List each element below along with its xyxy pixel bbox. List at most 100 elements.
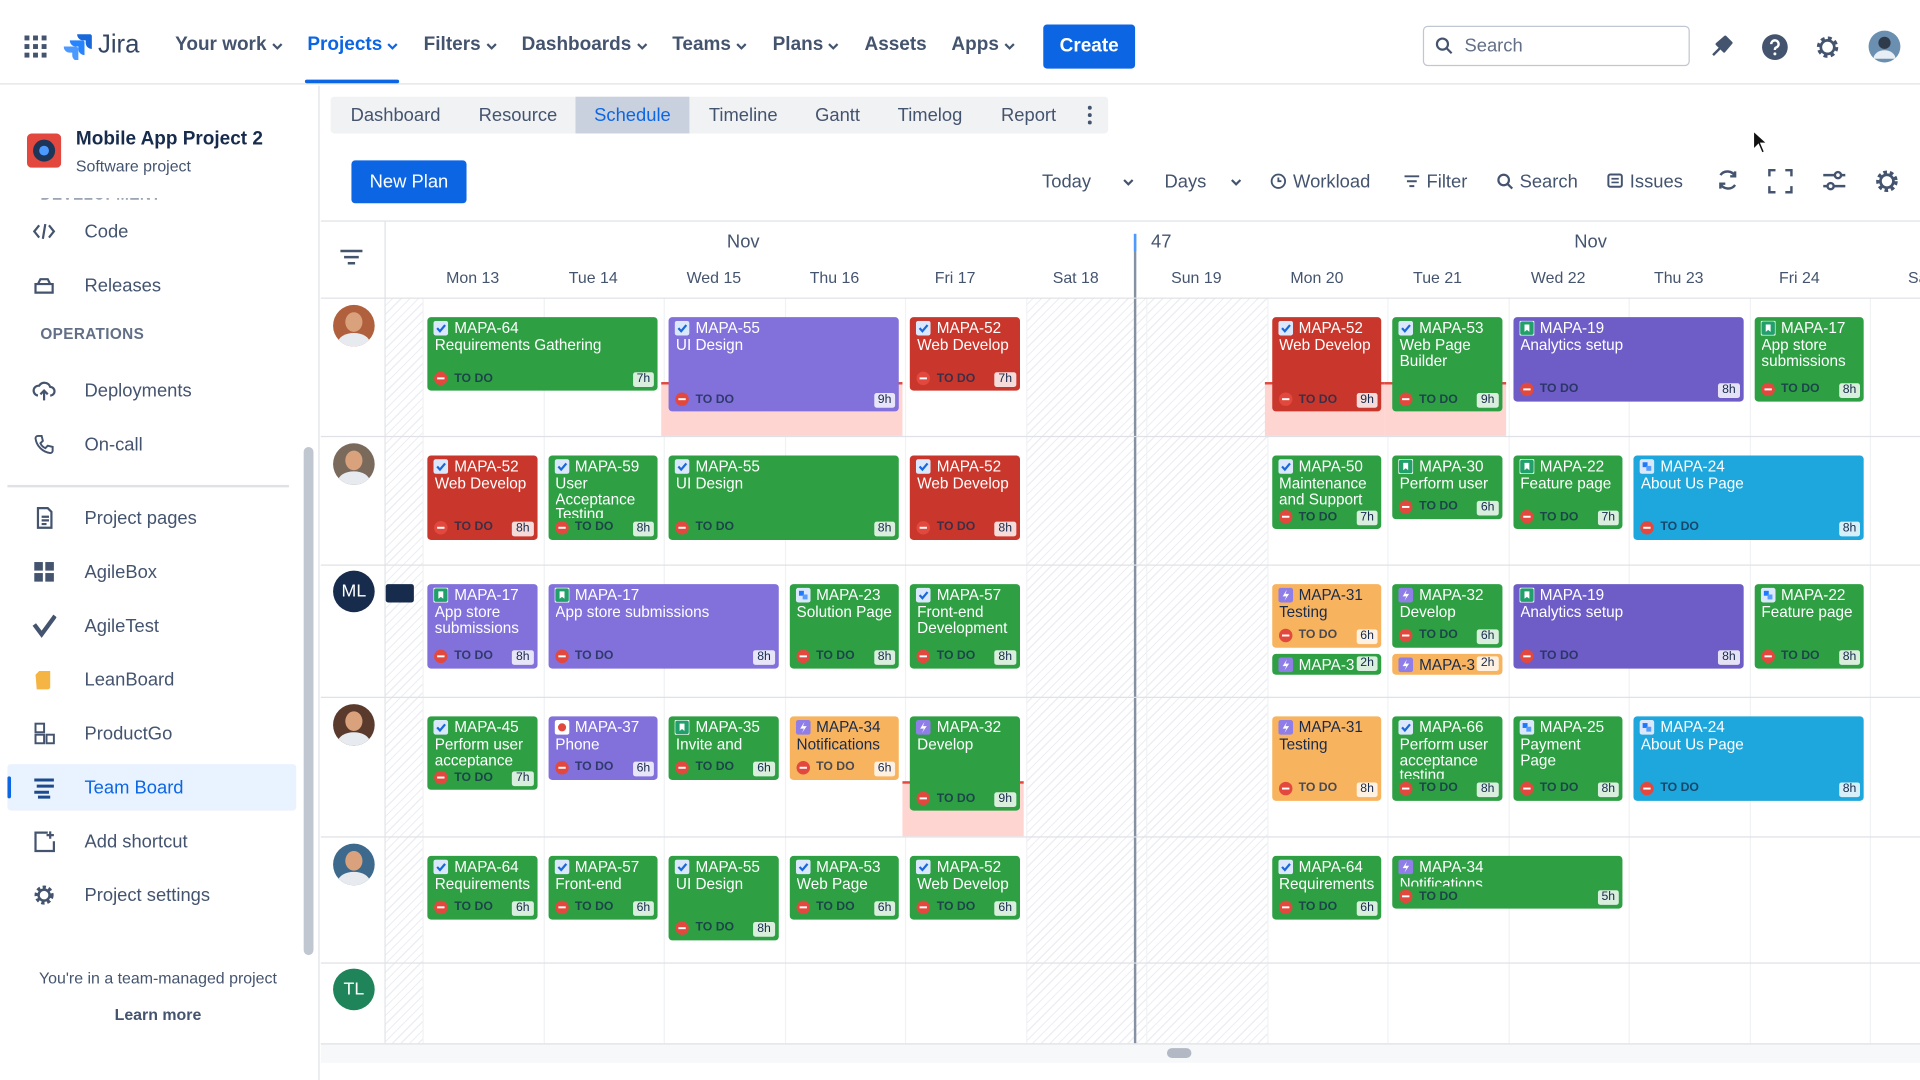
task-card[interactable]: MAPA-24 About Us Page TO DO 8h	[1633, 455, 1864, 540]
sidebar-item[interactable]: Add shortcut	[7, 818, 296, 865]
jira-logo[interactable]	[63, 33, 93, 60]
task-card[interactable]: MAPA-3 2h	[1392, 653, 1502, 675]
sidebar-item[interactable]: AgileTest	[7, 602, 296, 649]
sidebar-scrollbar[interactable]	[303, 446, 314, 956]
task-card[interactable]: MAPA-23 Solution Page TO DO 8h	[789, 584, 899, 669]
task-card[interactable]: MAPA-34 Notifications TO DO 6h	[789, 716, 899, 780]
member-avatar[interactable]	[333, 304, 375, 347]
nav-item[interactable]: Plans	[773, 34, 841, 56]
icon-shape	[24, 44, 30, 49]
app-switcher[interactable]	[24, 35, 47, 59]
task-card[interactable]: MAPA-55 UI Design TO DO 9h	[668, 317, 899, 412]
toolbar-icon-button[interactable]	[1714, 168, 1741, 195]
create-button[interactable]: Create	[1043, 24, 1136, 69]
member-avatar[interactable]: TL	[333, 968, 375, 1011]
nav-item[interactable]: Apps	[951, 34, 1016, 56]
member-avatar[interactable]	[333, 843, 375, 886]
toolbar-icon-button[interactable]	[1821, 168, 1848, 195]
sidebar-item[interactable]: ProductGo	[7, 710, 296, 757]
member-avatar[interactable]: ML	[333, 570, 375, 613]
task-card[interactable]: MAPA-35 Invite and TO DO 6h	[668, 716, 779, 780]
sidebar-item[interactable]: Deployments	[7, 367, 296, 414]
task-card[interactable]: MAPA-31 Testing TO DO 8h	[1271, 716, 1382, 801]
toolbar-issues[interactable]: Issues	[1607, 168, 1683, 195]
task-card[interactable]: MAPA-32 Develop TO DO 9h	[909, 716, 1020, 812]
nav-item[interactable]: Teams	[672, 34, 748, 56]
task-card[interactable]: MAPA-22 Feature page TO DO 7h	[1512, 455, 1623, 530]
sidebar-item[interactable]: Project pages	[7, 495, 296, 542]
task-card[interactable]: MAPA-52 Web Develop TO DO 8h	[427, 455, 537, 540]
task-card[interactable]: MAPA-17 App store submissions TO DO 8h	[1754, 317, 1864, 402]
task-card[interactable]: MAPA-66 Perform user acceptance testing TO…	[1392, 716, 1502, 801]
task-card[interactable]: MAPA-50 Maintenance and Support TO DO 7h	[1271, 455, 1382, 530]
task-card[interactable]: MAPA-64 Requirements Gathering TO DO 7h	[427, 317, 658, 391]
task-card[interactable]: MAPA-52 Web Develop TO DO 8h	[909, 455, 1020, 540]
task-card[interactable]: MAPA-55 UI Design TO DO 8h	[668, 455, 899, 540]
task-card[interactable]: MAPA-37 Phone TO DO 6h	[547, 716, 658, 780]
task-card[interactable]: MAPA-30 Perform user TO DO 6h	[1392, 455, 1502, 519]
h-scroll-thumb[interactable]	[1166, 1048, 1192, 1058]
nav-item[interactable]: Dashboards	[522, 34, 649, 56]
toolbar-search[interactable]: Search	[1496, 168, 1578, 195]
task-card[interactable]: MAPA-25 Payment Page TO DO 8h	[1512, 716, 1623, 801]
sidebar-item[interactable]: LeanBoard	[7, 656, 296, 703]
nav-item[interactable]: Assets	[864, 34, 926, 56]
task-card[interactable]: MAPA-17 App store submissions TO DO 8h	[547, 584, 779, 669]
sidebar-item[interactable]: AgileBox	[7, 549, 296, 596]
tab[interactable]: Timelog	[897, 104, 963, 126]
member-avatar[interactable]	[333, 704, 375, 746]
task-card[interactable]: MAPA-64 Requirements TO DO 6h	[427, 855, 537, 920]
tab-more[interactable]	[1085, 104, 1095, 126]
sidebar-item[interactable]: Team Board	[7, 764, 297, 811]
row-filter[interactable]	[339, 249, 363, 266]
settings[interactable]	[1813, 33, 1841, 61]
learn-more[interactable]: Learn more	[114, 1005, 202, 1024]
sidebar-item[interactable]: Project settings	[7, 872, 296, 919]
task-card[interactable]: MAPA-59 User Acceptance Testing TO DO 8h	[547, 455, 658, 540]
task-card[interactable]: MAPA-45 Perform user acceptance TO DO 7h	[427, 716, 537, 791]
task-card[interactable]: MAPA-19 Analytics setup TO DO 8h	[1512, 317, 1744, 402]
task-card[interactable]: MAPA-53 Web Page TO DO 6h	[789, 855, 899, 920]
nav-item[interactable]: Your work	[175, 34, 284, 56]
toolbar-icon-button[interactable]	[1767, 168, 1794, 195]
task-card[interactable]: MAPA-52 Web Develop TO DO 6h	[909, 855, 1020, 920]
task-card[interactable]: MAPA-57 Front-end TO DO 6h	[547, 855, 658, 920]
tab[interactable]: Schedule	[575, 96, 690, 134]
member-avatar[interactable]	[333, 443, 375, 485]
task-card[interactable]: MAPA-22 Feature page TO DO 8h	[1754, 584, 1864, 669]
toolbar-days[interactable]: Days	[1164, 168, 1243, 195]
help[interactable]	[1761, 33, 1789, 61]
tab[interactable]: Gantt	[815, 104, 861, 126]
task-card[interactable]: MAPA-52 Web Develop TO DO 9h	[1271, 317, 1382, 412]
task-card[interactable]: MAPA-32 Develop TO DO 6h	[1392, 584, 1502, 648]
tab[interactable]: Dashboard	[350, 104, 441, 126]
task-card[interactable]: MAPA-55 UI Design TO DO 8h	[668, 855, 779, 941]
task-card[interactable]: MAPA-53 Web Page Builder TO DO 9h	[1392, 317, 1502, 412]
search-box[interactable]	[1422, 25, 1690, 67]
toolbar-workload[interactable]: Workload	[1270, 168, 1370, 195]
icon-shape	[24, 35, 30, 41]
task-card[interactable]: MAPA-52 Web Develop TO DO 7h	[909, 317, 1020, 391]
sidebar-item[interactable]: Releases	[7, 262, 296, 309]
task-card[interactable]: MAPA-24 About Us Page TO DO 8h	[1633, 716, 1864, 801]
sidebar-item[interactable]: Code	[7, 208, 296, 255]
task-card[interactable]: MAPA-31 Testing TO DO 6h	[1271, 584, 1382, 648]
task-card[interactable]: MAPA-57 Front-end Development TO DO 8h	[909, 584, 1020, 669]
nav-item[interactable]: Filters	[424, 34, 498, 56]
tab[interactable]: Report	[1001, 104, 1057, 126]
task-card[interactable]: MAPA-17 App store submissions TO DO 8h	[427, 584, 537, 669]
new-plan-button[interactable]: New Plan	[351, 160, 467, 204]
sidebar-item[interactable]: On-call	[7, 421, 296, 468]
task-card[interactable]: MAPA-64 Requirements TO DO 6h	[1271, 855, 1382, 920]
toolbar-icon-button[interactable]	[1873, 168, 1900, 195]
user-avatar[interactable]	[1867, 29, 1901, 63]
notifications[interactable]	[1708, 33, 1735, 60]
tab[interactable]: Resource	[478, 104, 558, 126]
toolbar-filter[interactable]: Filter	[1403, 168, 1467, 195]
toolbar-today[interactable]: Today	[1042, 168, 1135, 195]
tab[interactable]: Timeline	[708, 104, 778, 126]
task-card[interactable]: MAPA-19 Analytics setup TO DO 8h	[1512, 584, 1744, 669]
task-card[interactable]: MAPA-3 2h	[1271, 653, 1382, 675]
task-card[interactable]: MAPA-34 Notifications TO DO 5h	[1392, 855, 1623, 909]
nav-item[interactable]: Projects	[307, 34, 399, 56]
